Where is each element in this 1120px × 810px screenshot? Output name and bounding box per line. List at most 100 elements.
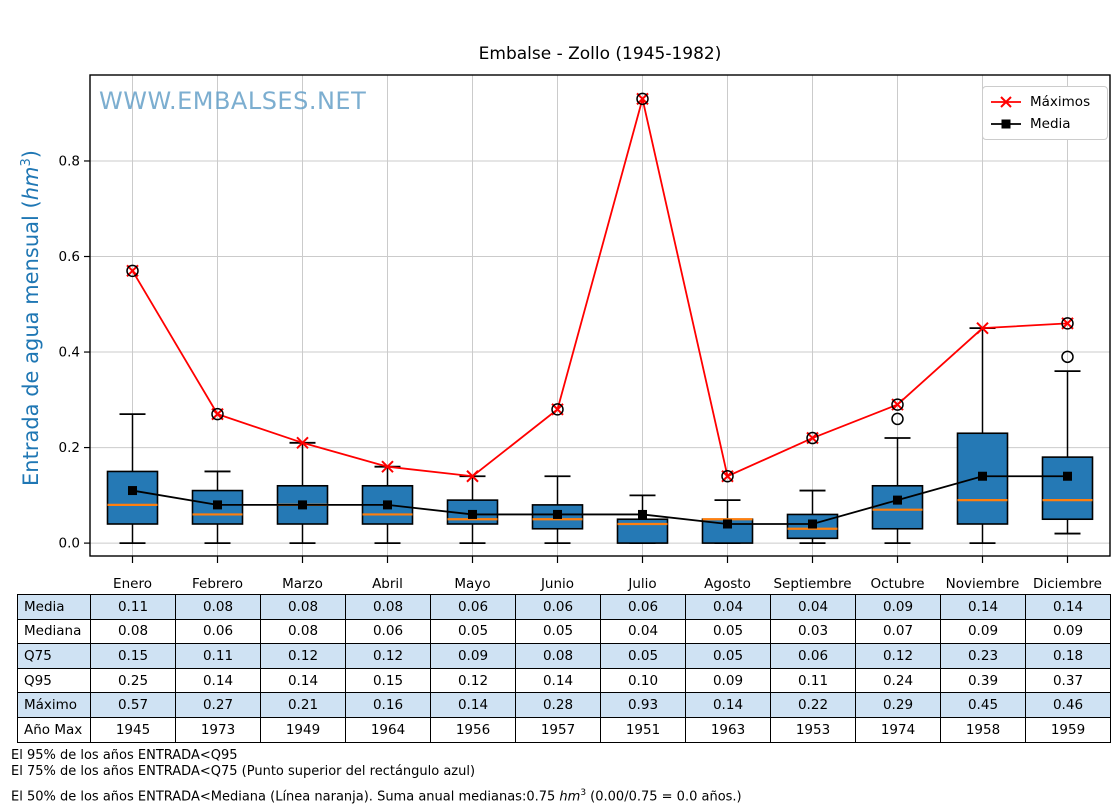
table-cell-Abril: 1964: [345, 716, 431, 743]
boxplot-Julio: [616, 494, 669, 545]
legend-label-maximos: Máximos: [1030, 93, 1091, 110]
y-axis-label-text: Entrada de agua mensual (: [19, 200, 43, 486]
flier-circle: [891, 398, 904, 411]
table-row-label: Año Max: [17, 716, 91, 743]
table-cell-Julio: 1951: [600, 716, 686, 743]
media-marker: [638, 509, 647, 519]
chart-title: Embalse - Zollo (1945-1982): [478, 44, 722, 64]
legend-item-maximos: Máximos: [990, 92, 1099, 111]
box: [106, 470, 159, 525]
table-cell-Noviembre: 0.45: [940, 692, 1026, 718]
table-cell-Noviembre: 0.09: [940, 618, 1026, 645]
flier-circle: [806, 431, 819, 445]
table-cell-Agosto: 0.04: [685, 594, 771, 620]
media-marker: [383, 500, 392, 510]
media-line: [132, 475, 1068, 525]
table-cell-Mayo: 1956: [430, 716, 516, 743]
flier-circle: [1061, 350, 1074, 364]
table-cell-Octubre: 0.24: [855, 667, 941, 694]
y-axis-label-unit: hm: [19, 166, 43, 201]
y-tick-label: 0.2: [59, 440, 80, 456]
table-cell-Marzo: 0.21: [260, 692, 346, 718]
y-tick-label: 0.0: [59, 536, 80, 552]
table-cell-Septiembre: 0.06: [770, 643, 856, 669]
flier-circle: [721, 469, 734, 483]
table-cell-Marzo: 0.08: [260, 618, 346, 645]
flier-circle: [891, 412, 904, 426]
table-row-Q75: Q75 0.15 0.11 0.12 0.12 0.09 0.08 0.05 0.05 0.06 0…: [17, 643, 1111, 669]
table-cell-Mayo: 0.14: [430, 692, 516, 718]
table-cell-Marzo: 0.14: [260, 667, 346, 694]
table-cell-Febrero: 0.08: [175, 594, 261, 620]
legend-media-square: [1001, 119, 1011, 128]
table-cell-Junio: 0.08: [515, 643, 601, 669]
table-row-label: Máximo: [17, 692, 91, 718]
media-marker: [808, 519, 817, 529]
table-row-Año Max: Año Max 1945 1973 1949 1964 1956 1957 1951 1963 1…: [17, 716, 1111, 743]
maximos-marker: [381, 460, 394, 473]
box: [616, 518, 669, 544]
table-cell-Abril: 0.08: [345, 594, 431, 620]
axes-spines: [89, 74, 1111, 557]
maximos-line: [131, 98, 1068, 478]
table-row-label: Q95: [17, 667, 91, 694]
media-marker: [298, 500, 307, 510]
footnotes: El 95% de los años ENTRADA<Q95 El 75% de…: [11, 748, 742, 805]
flier-circle: [636, 92, 649, 106]
x-tick-label-Septiembre: Septiembre: [773, 576, 851, 592]
table-cell-Julio: 0.10: [600, 667, 686, 694]
y-tick-label: 0.6: [59, 249, 80, 265]
stats-table: Media 0.11 0.08 0.08 0.08 0.06 0.06 0.06 0.04 0.0…: [17, 594, 1111, 743]
table-cell-Enero: 0.15: [90, 643, 176, 669]
watermark: WWW.EMBALSES.NET: [99, 87, 367, 115]
media-marker: [893, 495, 902, 505]
table-cell-Junio: 0.14: [515, 667, 601, 694]
box: [1041, 456, 1094, 521]
table-cell-Mayo: 0.06: [430, 594, 516, 620]
table-cell-Septiembre: 0.11: [770, 667, 856, 694]
table-cell-Enero: 0.11: [90, 594, 176, 620]
table-cell-Agosto: 1963: [685, 716, 771, 743]
table-row-label: Media: [17, 594, 91, 620]
x-tick-label-Abril: Abril: [372, 576, 403, 592]
x-tick-label-Enero: Enero: [113, 576, 152, 592]
table-cell-Enero: 0.25: [90, 667, 176, 694]
table-cell-Marzo: 1949: [260, 716, 346, 743]
legend-maximos-x: [1000, 95, 1012, 108]
boxplot-Junio: [531, 475, 584, 545]
table-cell-Febrero: 0.14: [175, 667, 261, 694]
media-marker: [128, 486, 137, 496]
maximos-marker: [976, 321, 989, 335]
media-marker-icon: [991, 119, 1021, 128]
flier-circle: [551, 403, 564, 416]
table-cell-Abril: 0.15: [345, 667, 431, 694]
table-cell-Septiembre: 1953: [770, 716, 856, 743]
table-cell-Septiembre: 0.04: [770, 594, 856, 620]
table-cell-Febrero: 1973: [175, 716, 261, 743]
table-cell-Junio: 0.28: [515, 692, 601, 718]
table-cell-Julio: 0.05: [600, 643, 686, 669]
x-tick-label-Agosto: Agosto: [704, 576, 751, 592]
table-row-label: Mediana: [17, 618, 91, 645]
boxplot-Diciembre: [1041, 370, 1094, 535]
table-row-label: Q75: [17, 643, 91, 669]
table-cell-Octubre: 0.29: [855, 692, 941, 718]
boxplot-Enero: [106, 413, 159, 545]
table-cell-Febrero: 0.06: [175, 618, 261, 645]
table-cell-Octubre: 0.12: [855, 643, 941, 669]
table-cell-Noviembre: 1958: [940, 716, 1026, 743]
flier-circle: [211, 407, 224, 421]
table-cell-Marzo: 0.12: [260, 643, 346, 669]
media-marker: [978, 471, 987, 481]
table-cell-Julio: 0.93: [600, 692, 686, 718]
table-cell-Febrero: 0.11: [175, 643, 261, 669]
x-tick-label-Marzo: Marzo: [282, 576, 323, 592]
table-cell-Diciembre: 0.18: [1025, 643, 1111, 669]
table-cell-Abril: 0.06: [345, 618, 431, 645]
table-cell-Octubre: 1974: [855, 716, 941, 743]
x-tick-label-Diciembre: Diciembre: [1033, 576, 1102, 592]
table-cell-Octubre: 0.07: [855, 618, 941, 645]
table-cell-Junio: 0.05: [515, 618, 601, 645]
table-cell-Mayo: 0.09: [430, 643, 516, 669]
